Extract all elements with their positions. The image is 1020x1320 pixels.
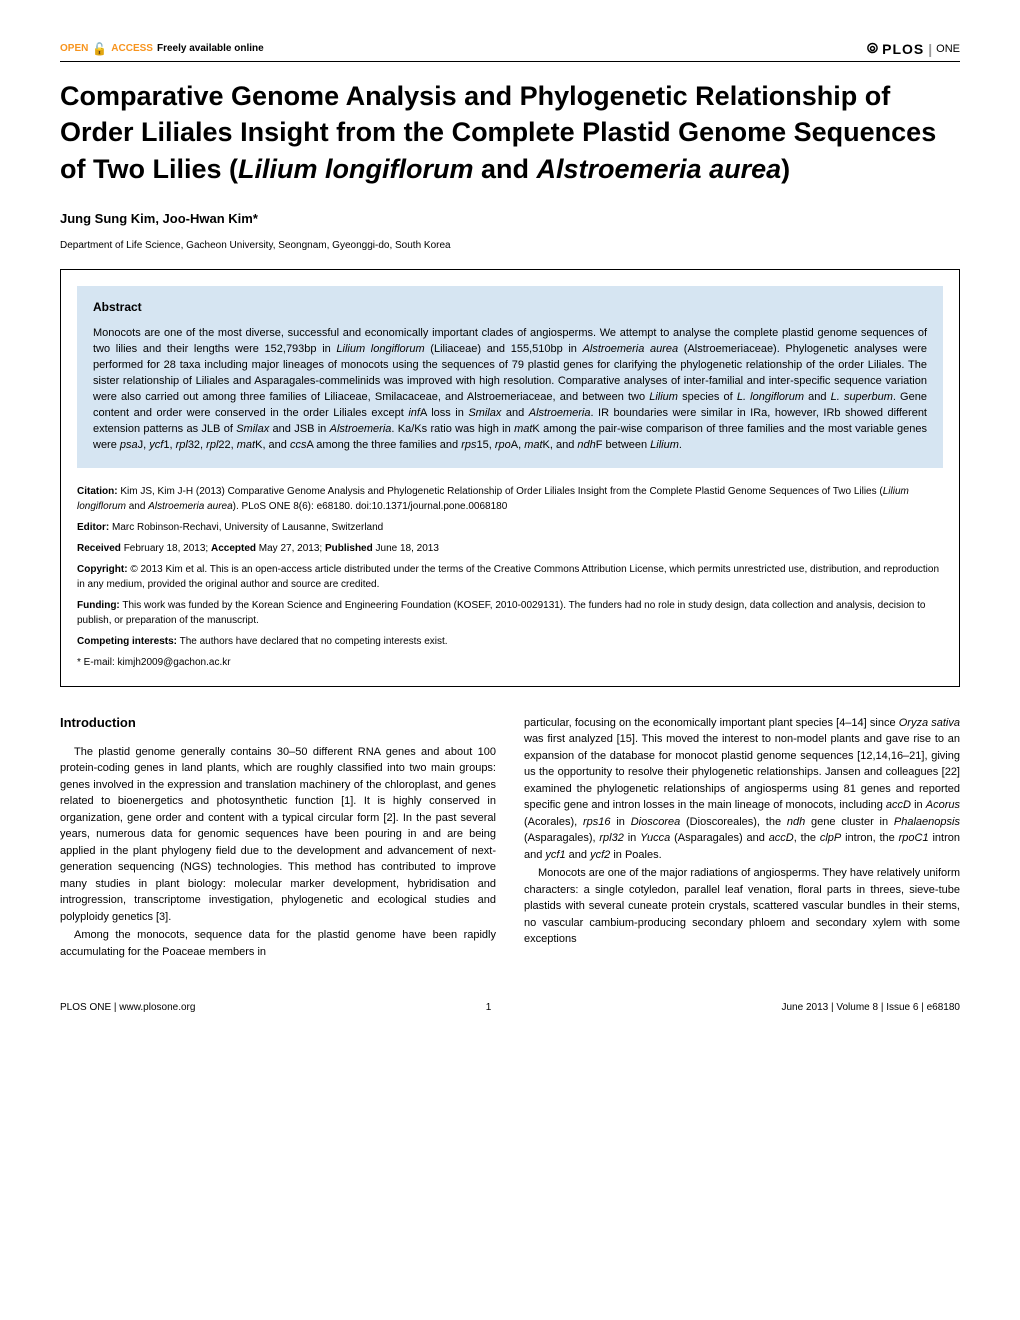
competing-line: Competing interests: The authors have de…	[77, 634, 943, 649]
intro-paragraph-1: The plastid genome generally contains 30…	[60, 744, 496, 926]
abstract-container: Abstract Monocots are one of the most di…	[60, 269, 960, 687]
open-label: OPEN	[60, 43, 88, 54]
dates-line: Received February 18, 2013; Accepted May…	[77, 541, 943, 556]
open-access-badge: OPEN 🔓 ACCESS Freely available online	[60, 42, 264, 56]
article-title: Comparative Genome Analysis and Phylogen…	[60, 78, 960, 187]
abstract-heading: Abstract	[93, 300, 927, 314]
footer-bar: PLOS ONE | www.plosone.org 1 June 2013 |…	[60, 1002, 960, 1013]
metadata-section: Citation: Kim JS, Kim J-H (2013) Compara…	[77, 484, 943, 670]
intro-paragraph-4: Monocots are one of the major radiations…	[524, 865, 960, 948]
header-bar: OPEN 🔓 ACCESS Freely available online ⦾ …	[60, 40, 960, 62]
left-column: Introduction The plastid genome generall…	[60, 715, 496, 963]
intro-paragraph-2: Among the monocots, sequence data for th…	[60, 927, 496, 960]
author-list: Jung Sung Kim, Joo-Hwan Kim*	[60, 211, 960, 226]
access-label: ACCESS	[111, 43, 153, 54]
lock-icon: 🔓	[92, 42, 107, 56]
introduction-heading: Introduction	[60, 715, 496, 730]
journal-logo: ⦾ PLOS | ONE	[867, 40, 960, 57]
abstract-text: Monocots are one of the most diverse, su…	[93, 326, 927, 454]
intro-paragraph-3: particular, focusing on the economically…	[524, 715, 960, 864]
editor-line: Editor: Marc Robinson-Rechavi, Universit…	[77, 520, 943, 535]
body-columns: Introduction The plastid genome generall…	[60, 715, 960, 963]
footer-left: PLOS ONE | www.plosone.org	[60, 1002, 195, 1013]
page-number: 1	[486, 1002, 492, 1013]
abstract-box: Abstract Monocots are one of the most di…	[77, 286, 943, 468]
right-column: particular, focusing on the economically…	[524, 715, 960, 963]
one-text: ONE	[936, 43, 960, 55]
citation-line: Citation: Kim JS, Kim J-H (2013) Compara…	[77, 484, 943, 514]
plos-icon: ⦾	[867, 40, 878, 57]
plos-text: PLOS	[882, 41, 924, 57]
affiliation: Department of Life Science, Gacheon Univ…	[60, 240, 960, 251]
logo-divider: |	[928, 41, 932, 57]
funding-line: Funding: This work was funded by the Kor…	[77, 598, 943, 628]
footer-right: June 2013 | Volume 8 | Issue 6 | e68180	[782, 1002, 960, 1013]
freely-label: Freely available online	[157, 43, 264, 54]
copyright-line: Copyright: © 2013 Kim et al. This is an …	[77, 562, 943, 592]
email-line: * E-mail: kimjh2009@gachon.ac.kr	[77, 655, 943, 670]
